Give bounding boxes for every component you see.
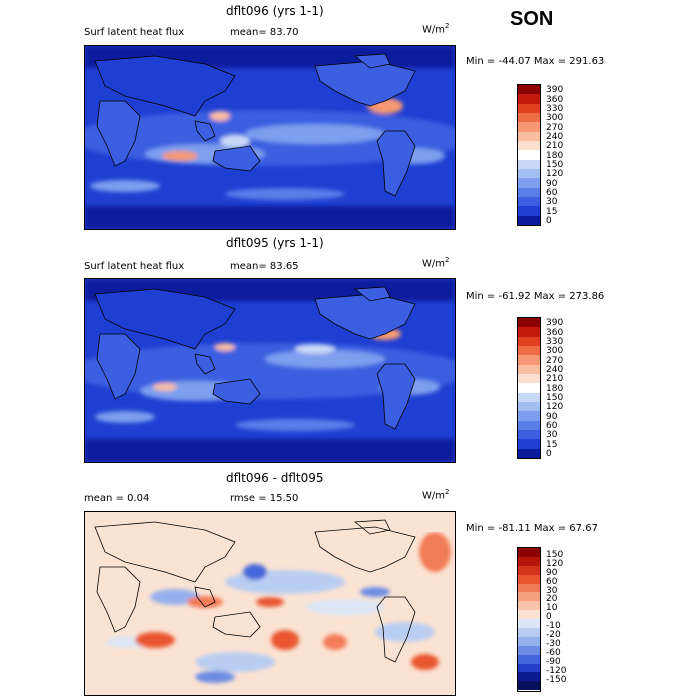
- panel-3-rmse: rmse = 15.50: [230, 493, 299, 504]
- tick: -120: [546, 666, 567, 676]
- panel-2-unit: W/m2: [422, 256, 450, 270]
- tick: 150: [546, 393, 564, 403]
- tick: 120: [546, 402, 564, 412]
- tick: 30: [546, 197, 558, 207]
- tick: 210: [546, 374, 564, 384]
- panel-1-colorbar: [517, 84, 541, 226]
- tick: 90: [546, 179, 558, 189]
- season-label: SON: [510, 8, 554, 30]
- tick: -60: [546, 648, 561, 658]
- panel-1-title: dflt096 (yrs 1-1): [226, 4, 324, 18]
- panel-1-unit: W/m2: [422, 22, 450, 36]
- tick: -20: [546, 630, 561, 640]
- tick: 360: [546, 328, 564, 338]
- panel-3-colorbar: [517, 547, 541, 692]
- tick: 240: [546, 132, 564, 142]
- tick: 120: [546, 169, 564, 179]
- tick: 240: [546, 365, 564, 375]
- panel-3-mean: mean = 0.04: [84, 493, 150, 504]
- panel-1-map: [84, 45, 456, 230]
- tick: 60: [546, 188, 558, 198]
- tick: 0: [546, 216, 552, 226]
- panel-3-minmax: Min = -81.11 Max = 67.67: [466, 523, 598, 534]
- tick: 330: [546, 104, 564, 114]
- tick: 180: [546, 151, 564, 161]
- tick: 0: [546, 449, 552, 459]
- tick: 210: [546, 141, 564, 151]
- tick: 30: [546, 586, 558, 596]
- panel-2-minmax: Min = -61.92 Max = 273.86: [466, 291, 605, 302]
- tick: 180: [546, 384, 564, 394]
- panel-2-title: dflt095 (yrs 1-1): [226, 236, 324, 250]
- panel-3-title: dflt096 - dflt095: [226, 471, 324, 485]
- tick: 0: [546, 612, 552, 622]
- tick: 360: [546, 95, 564, 105]
- tick: 90: [546, 568, 558, 578]
- tick: 300: [546, 113, 564, 123]
- panel-2-colorbar: [517, 317, 541, 459]
- tick: 15: [546, 440, 558, 450]
- tick: 15: [546, 207, 558, 217]
- panel-3-map: [84, 511, 456, 696]
- panel-3-unit: W/m2: [422, 488, 450, 502]
- panel-1-mean: mean= 83.70: [230, 27, 299, 38]
- tick: -90: [546, 657, 561, 667]
- panel-1-field-label: Surf latent heat flux: [84, 27, 185, 38]
- tick: 330: [546, 337, 564, 347]
- tick: 20: [546, 594, 558, 604]
- panel-2-mean: mean= 83.65: [230, 261, 299, 272]
- tick: 150: [546, 550, 564, 560]
- tick: 60: [546, 577, 558, 587]
- tick: 270: [546, 356, 564, 366]
- panel-1-minmax: Min = -44.07 Max = 291.63: [466, 56, 605, 67]
- tick: 10: [546, 603, 558, 613]
- tick: 90: [546, 412, 558, 422]
- tick: 120: [546, 559, 564, 569]
- panel-2-map: [84, 278, 456, 463]
- tick: 390: [546, 318, 564, 328]
- tick: -10: [546, 621, 561, 631]
- tick: 60: [546, 421, 558, 431]
- tick: 390: [546, 85, 564, 95]
- tick: 30: [546, 430, 558, 440]
- tick: 150: [546, 160, 564, 170]
- tick: -30: [546, 639, 561, 649]
- tick: 300: [546, 346, 564, 356]
- tick: -150: [546, 675, 567, 685]
- panel-2-field-label: Surf latent heat flux: [84, 261, 185, 272]
- tick: 270: [546, 123, 564, 133]
